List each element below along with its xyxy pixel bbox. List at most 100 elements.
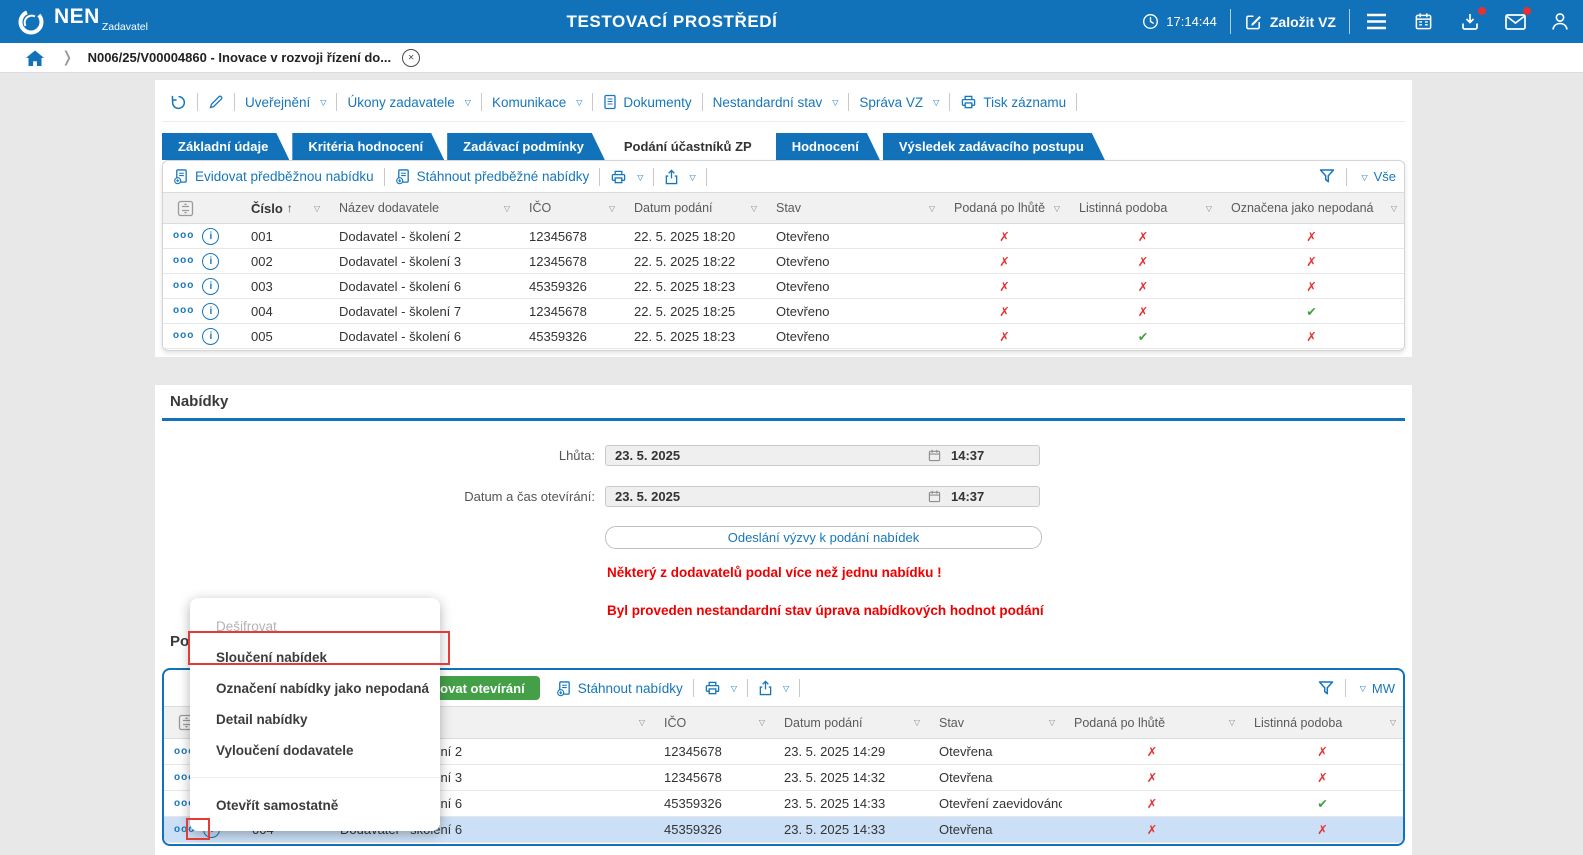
- calendar-small-icon[interactable]: [928, 490, 941, 508]
- calendar-small-icon[interactable]: [928, 449, 941, 467]
- divider: [1076, 93, 1077, 111]
- view-selector[interactable]: ▽ Vše: [1357, 169, 1396, 184]
- row-menu-button[interactable]: ooo: [173, 331, 194, 341]
- row-menu-button[interactable]: ooo: [173, 306, 194, 316]
- divider: [1346, 168, 1347, 186]
- column-header-datum[interactable]: Datum podání▽: [772, 707, 927, 738]
- row-info-button[interactable]: i: [202, 253, 219, 270]
- opening-time-value[interactable]: 14:37: [951, 489, 984, 504]
- filter-caret-icon[interactable]: ▽: [1049, 718, 1055, 727]
- divider: [336, 93, 337, 111]
- menu-item-detail-nabidky[interactable]: Detail nabídky: [190, 704, 440, 735]
- menu-item-otevrit-samostatne[interactable]: Otevřít samostatně: [190, 790, 440, 821]
- toolbar-item-komunikace[interactable]: Komunikace▽: [492, 95, 582, 110]
- column-header-stav[interactable]: Stav▽: [764, 193, 942, 223]
- history-button[interactable]: [170, 94, 187, 111]
- filter-caret-icon[interactable]: ▽: [1391, 204, 1397, 213]
- export-grid-button[interactable]: ▽: [664, 169, 695, 185]
- filter-caret-icon[interactable]: ▽: [914, 718, 920, 727]
- tab-zakladni-udaje[interactable]: Základní údaje: [162, 133, 289, 160]
- menu-item-oznaceni-nepodana[interactable]: Označení nabídky jako nepodaná: [190, 673, 440, 704]
- column-header-datum[interactable]: Datum podání▽: [622, 193, 764, 223]
- tab-podani-ucastniku-zp[interactable]: Podání účastníků ZP: [608, 133, 773, 160]
- not-submitted-mark: ✗: [1219, 324, 1404, 348]
- messages-button[interactable]: [1502, 9, 1528, 35]
- view-selector[interactable]: ▽ MW: [1356, 681, 1395, 696]
- row-info-button[interactable]: i: [202, 228, 219, 245]
- home-button[interactable]: [25, 49, 45, 67]
- toolbar-item-sprava-vz[interactable]: Správa VZ▽: [859, 95, 939, 110]
- send-invite-button[interactable]: Odeslání výzvy k podání nabídek: [605, 526, 1042, 549]
- row-info-button[interactable]: i: [202, 303, 219, 320]
- column-chooser[interactable]: [163, 193, 239, 223]
- download-prelim-offers-button[interactable]: Stáhnout předběžné nabídky: [395, 168, 590, 185]
- download-tray-icon: [1460, 12, 1480, 31]
- opening-input[interactable]: 23. 5. 2025 14:37: [605, 486, 1040, 507]
- print-grid-button[interactable]: ▽: [704, 680, 737, 696]
- filter-button[interactable]: [1318, 168, 1336, 185]
- edit-record-button[interactable]: [208, 94, 224, 110]
- deadline-date-value[interactable]: 23. 5. 2025: [615, 448, 680, 463]
- menu-item-vylouceni-dodavatele[interactable]: Vyloučení dodavatele: [190, 735, 440, 766]
- deadline-time-value[interactable]: 14:37: [951, 448, 984, 463]
- toolbar-item-uverejneni[interactable]: Uveřejnění▽: [245, 95, 326, 110]
- filter-caret-icon[interactable]: ▽: [751, 204, 757, 213]
- paper-mark: ✗: [1242, 765, 1403, 790]
- filter-caret-icon[interactable]: ▽: [639, 718, 645, 727]
- column-header-stav[interactable]: Stav▽: [927, 707, 1062, 738]
- opening-date-value[interactable]: 23. 5. 2025: [615, 489, 680, 504]
- close-record-icon[interactable]: ✕: [402, 49, 420, 67]
- breadcrumb-record[interactable]: N006/25/V00004860 - Inovace v rozvoji ří…: [88, 50, 391, 65]
- row-info-button[interactable]: i: [202, 328, 219, 345]
- toolbar-item-tisk-zaznamu[interactable]: Tisk záznamu: [960, 94, 1066, 110]
- tab-hodnoceni[interactable]: Hodnocení: [776, 133, 880, 160]
- filter-caret-icon[interactable]: ▽: [504, 204, 510, 213]
- column-header-listinna[interactable]: Listinná podoba▽: [1067, 193, 1219, 223]
- row-info-button[interactable]: i: [202, 278, 219, 295]
- filter-caret-icon[interactable]: ▽: [1054, 204, 1060, 213]
- menu-item-slouceni-nabidek[interactable]: Sloučení nabídek: [190, 642, 440, 673]
- table-row[interactable]: oooi 005 Dodavatel - školení 6 45359326 …: [163, 324, 1404, 349]
- column-header-ico[interactable]: IČO▽: [517, 193, 622, 223]
- main-menu-button[interactable]: [1363, 9, 1389, 35]
- row-menu-button[interactable]: ooo: [173, 256, 194, 266]
- column-header-po-lhute[interactable]: Podaná po lhůtě▽: [1062, 707, 1242, 738]
- filter-caret-icon[interactable]: ▽: [929, 204, 935, 213]
- table-row[interactable]: oooi 004 Dodavatel - školení 7 12345678 …: [163, 299, 1404, 324]
- filter-button[interactable]: [1317, 680, 1335, 697]
- menu-item-desifrovat[interactable]: Dešifrovat: [190, 611, 440, 642]
- downloads-button[interactable]: [1457, 9, 1483, 35]
- toolbar-item-dokumenty[interactable]: Dokumenty: [603, 94, 691, 110]
- table-row[interactable]: oooi 003 Dodavatel - školení 6 45359326 …: [163, 274, 1404, 299]
- table-row[interactable]: oooi 001 Dodavatel - školení 2 12345678 …: [163, 224, 1404, 249]
- filter-caret-icon[interactable]: ▽: [1229, 718, 1235, 727]
- filter-caret-icon[interactable]: ▽: [609, 204, 615, 213]
- tab-zadavaci-podminky[interactable]: Zadávací podmínky: [447, 133, 605, 160]
- toolbar-item-nestandardni-stav[interactable]: Nestandardní stav▽: [713, 95, 839, 110]
- column-header-ico[interactable]: IČO▽: [652, 707, 772, 738]
- table-row[interactable]: oooi 002 Dodavatel - školení 3 12345678 …: [163, 249, 1404, 274]
- tab-vysledek-zadavaciho-postupu[interactable]: Výsledek zadávacího postupu: [883, 133, 1105, 160]
- toolbar-item-ukony-zadavatele[interactable]: Úkony zadavatele▽: [347, 95, 470, 110]
- filter-caret-icon[interactable]: ▽: [759, 718, 765, 727]
- column-header-po-lhute[interactable]: Podaná po lhůtě▽: [942, 193, 1067, 223]
- user-profile-button[interactable]: [1547, 9, 1573, 35]
- filter-caret-icon[interactable]: ▽: [314, 204, 320, 213]
- create-vz-button[interactable]: Založit VZ: [1244, 12, 1336, 31]
- late-mark: ✗: [1062, 739, 1242, 764]
- column-header-cislo[interactable]: Číslo↑▽: [239, 193, 327, 223]
- download-offers-button[interactable]: Stáhnout nabídky: [556, 680, 683, 697]
- print-grid-button[interactable]: ▽: [610, 169, 643, 185]
- column-header-nazev[interactable]: Název dodavatele▽: [327, 193, 517, 223]
- row-menu-button[interactable]: ooo: [173, 231, 194, 241]
- calendar-button[interactable]: [1410, 9, 1436, 35]
- filter-caret-icon[interactable]: ▽: [1390, 718, 1396, 727]
- column-header-listinna[interactable]: Listinná podoba▽: [1242, 707, 1403, 738]
- filter-caret-icon[interactable]: ▽: [1206, 204, 1212, 213]
- export-grid-button[interactable]: ▽: [758, 680, 789, 696]
- register-prelim-offer-button[interactable]: Evidovat předběžnou nabídku: [173, 168, 374, 185]
- deadline-input[interactable]: 23. 5. 2025 14:37: [605, 445, 1040, 466]
- row-menu-button[interactable]: ooo: [173, 281, 194, 291]
- column-header-nepodana[interactable]: Označena jako nepodaná▽: [1219, 193, 1404, 223]
- tab-kriteria-hodnoceni[interactable]: Kritéria hodnocení: [292, 133, 444, 160]
